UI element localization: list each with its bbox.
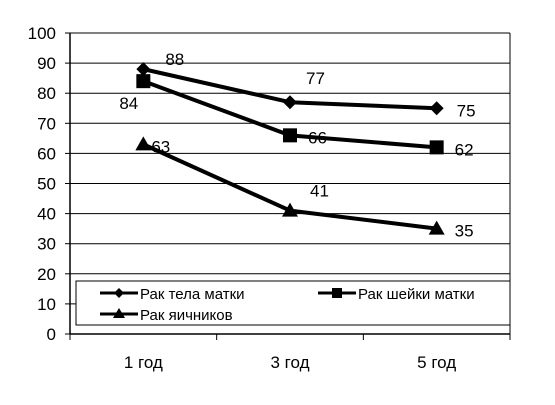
series-2-point	[136, 74, 151, 89]
y-tick-label: 90	[37, 54, 56, 73]
series-3-point	[428, 220, 445, 235]
data-label: 35	[455, 222, 474, 241]
y-tick-label: 10	[37, 295, 56, 314]
y-tick-label: 70	[37, 114, 56, 133]
y-tick-label: 30	[37, 235, 56, 254]
y-tick-label: 0	[47, 325, 56, 344]
grid-layer	[70, 32, 510, 305]
x-category-label: 5 год	[417, 353, 456, 372]
legend-label: Рак яичников	[140, 307, 233, 324]
series-2-point	[429, 140, 444, 155]
x-category-label: 3 год	[270, 353, 309, 372]
series-1-point	[136, 62, 151, 77]
y-tick-label: 40	[37, 205, 56, 224]
y-tick-label: 20	[37, 265, 56, 284]
data-label: 62	[455, 140, 474, 159]
y-tick-label: 60	[37, 144, 56, 163]
data-label: 84	[119, 94, 138, 113]
legend-label: Рак шейки матки	[358, 286, 475, 303]
data-label-layer: 88 77 75 84 66 62 63 41 35	[119, 50, 475, 241]
data-label: 77	[306, 69, 325, 88]
legend-marker-2	[332, 288, 342, 298]
legend-marker-1	[114, 288, 124, 298]
series-2-point	[283, 128, 297, 143]
data-label: 63	[151, 137, 170, 156]
y-tick-label: 50	[37, 175, 56, 194]
data-label: 88	[165, 50, 184, 69]
legend-label: Рак тела матки	[140, 286, 245, 303]
y-tick-label: 100	[28, 24, 56, 43]
legend: Рак тела матки Рак шейки матки Рак яичнико…	[75, 280, 511, 326]
series-1-point	[429, 101, 444, 116]
y-tick-label: 80	[37, 84, 56, 103]
series-1-point	[283, 95, 297, 110]
series-3-point	[135, 136, 152, 151]
data-label: 75	[457, 101, 476, 120]
data-label: 41	[310, 182, 329, 201]
legend-box	[75, 280, 511, 326]
series-layer	[135, 62, 445, 235]
legend-marker-3	[113, 308, 125, 318]
series-3-point	[282, 202, 298, 217]
x-category-label: 1 год	[124, 353, 163, 372]
data-label: 66	[308, 128, 327, 147]
